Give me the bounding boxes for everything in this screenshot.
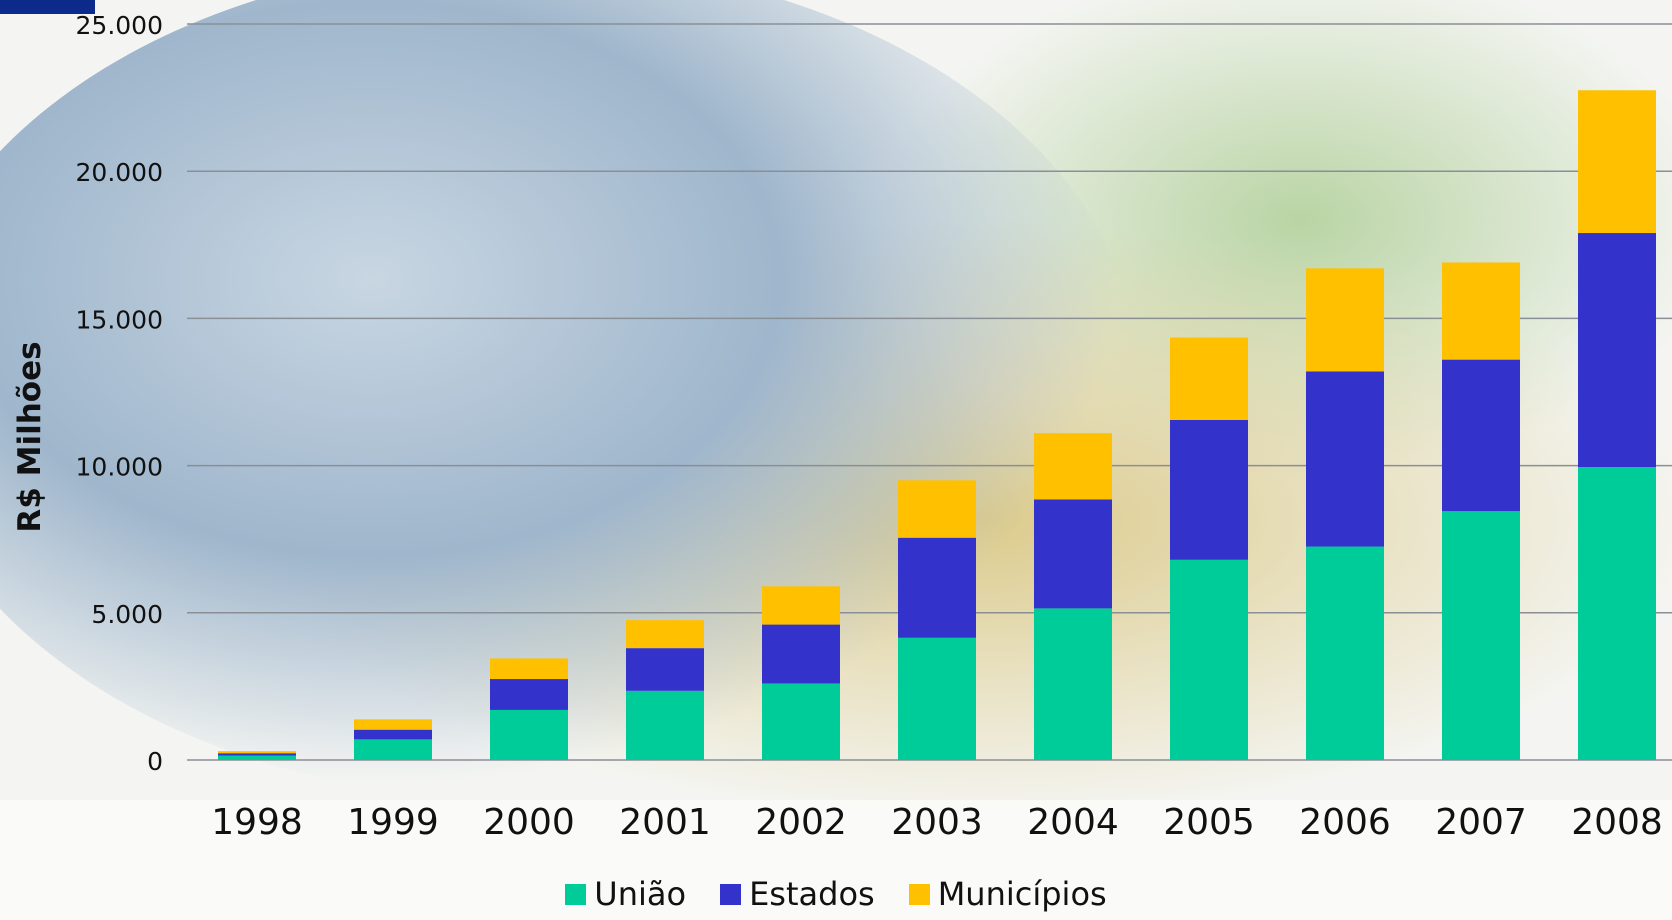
bar-estados-1998 <box>218 753 296 756</box>
bar-municpios-2004 <box>1034 433 1112 500</box>
x-tick-label: 2000 <box>483 802 575 843</box>
legend-label: Estados <box>749 875 875 913</box>
y-axis-label: R$ Milhões <box>12 341 48 532</box>
legend-item: Municípios <box>908 875 1107 913</box>
bar-municpios-2005 <box>1170 337 1248 420</box>
x-tick-label: 2003 <box>891 802 983 843</box>
bar-estados-1999 <box>354 729 432 740</box>
y-tick-label: 15.000 <box>76 305 163 334</box>
bar-unio-2004 <box>1034 608 1112 760</box>
legend-swatch <box>565 883 587 905</box>
bar-unio-2005 <box>1170 559 1248 760</box>
legend-swatch <box>908 883 930 905</box>
x-tick-label: 1998 <box>211 802 303 843</box>
bar-municpios-2008 <box>1578 90 1656 234</box>
bar-municpios-1998 <box>218 751 296 754</box>
y-tick-label: 25.000 <box>76 11 163 40</box>
y-tick-label: 0 <box>147 747 163 776</box>
bar-estados-2005 <box>1170 419 1248 560</box>
x-tick-label: 2004 <box>1027 802 1119 843</box>
bar-municpios-2007 <box>1442 262 1520 360</box>
bar-unio-2001 <box>626 690 704 760</box>
bar-municpios-2001 <box>626 620 704 649</box>
legend-item: Estados <box>720 875 875 913</box>
bar-estados-2000 <box>490 679 568 710</box>
x-tick-label: 2007 <box>1435 802 1527 843</box>
legend: União Estados Municípios <box>0 868 1672 920</box>
bar-estados-2008 <box>1578 233 1656 468</box>
legend-swatch <box>720 883 742 905</box>
bar-municpios-2000 <box>490 658 568 680</box>
x-tick-label: 2002 <box>755 802 847 843</box>
x-axis-ticks: 1998 1999 2000 2001 2002 2003 2004 2005 2006 2007… <box>211 802 1663 843</box>
corner-mark <box>0 0 95 14</box>
y-axis-ticks: 0 5.000 10.000 15.000 20.000 25.000 <box>76 11 163 776</box>
bar-estados-2002 <box>762 624 840 684</box>
bar-unio-2006 <box>1306 546 1384 760</box>
x-tick-label: 2005 <box>1163 802 1255 843</box>
bar-unio-1999 <box>354 739 432 760</box>
x-tick-label: 1999 <box>347 802 439 843</box>
x-tick-label: 2001 <box>619 802 711 843</box>
y-tick-label: 10.000 <box>76 453 163 482</box>
bar-municpios-2002 <box>762 586 840 625</box>
legend-item: União <box>565 875 686 913</box>
bar-estados-2006 <box>1306 371 1384 547</box>
x-tick-label: 2008 <box>1571 802 1663 843</box>
bar-unio-2008 <box>1578 467 1656 760</box>
bar-estados-2004 <box>1034 499 1112 609</box>
legend-label: Municípios <box>937 875 1107 913</box>
bar-unio-2002 <box>762 683 840 760</box>
x-tick-label: 2006 <box>1299 802 1391 843</box>
bar-municpios-1999 <box>354 719 432 730</box>
bar-unio-1998 <box>218 755 296 760</box>
bar-unio-2000 <box>490 709 568 760</box>
legend-label: União <box>594 875 687 913</box>
y-tick-label: 5.000 <box>91 600 163 629</box>
bar-estados-2007 <box>1442 359 1520 512</box>
bar-estados-2001 <box>626 648 704 691</box>
bars <box>218 90 1656 760</box>
bar-municpios-2006 <box>1306 268 1384 372</box>
bar-unio-2007 <box>1442 511 1520 760</box>
bar-municpios-2003 <box>898 480 976 538</box>
bar-unio-2003 <box>898 637 976 760</box>
bar-estados-2003 <box>898 537 976 638</box>
y-tick-label: 20.000 <box>76 158 163 187</box>
